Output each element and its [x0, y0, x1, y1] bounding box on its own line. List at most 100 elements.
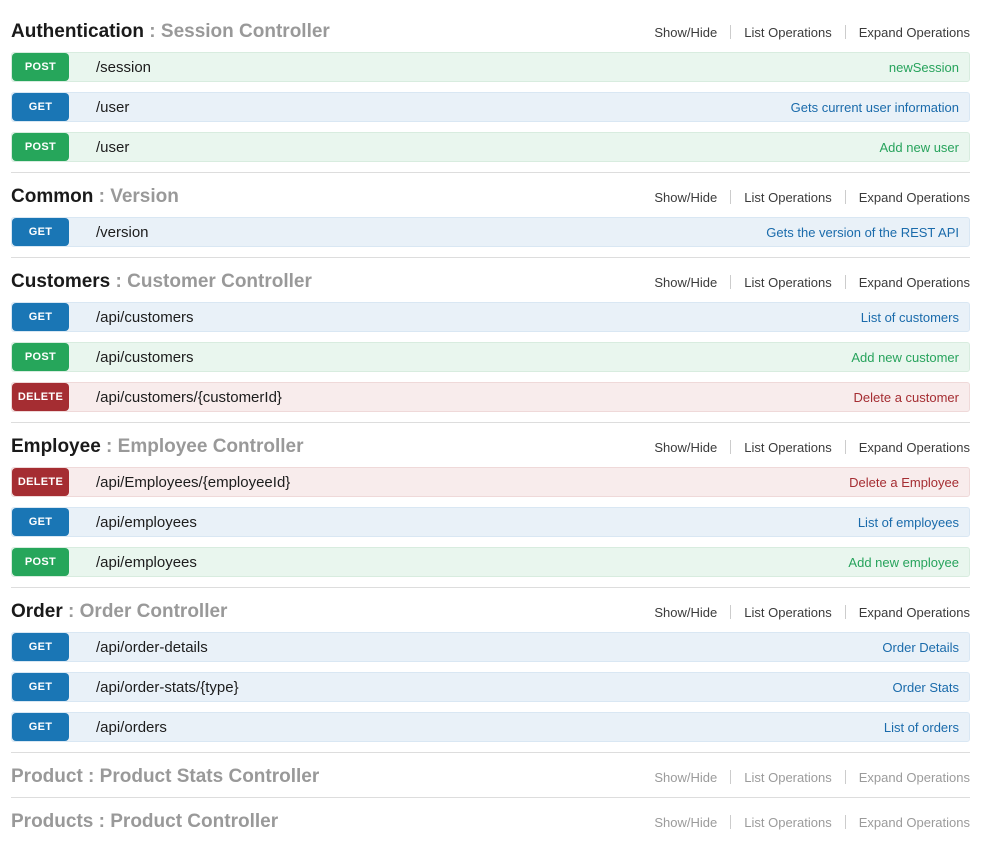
- list-operations-link[interactable]: List Operations: [744, 769, 832, 785]
- endpoint-row[interactable]: GET /api/order-details Order Details: [11, 632, 970, 662]
- api-sections: Authentication : Session Controller Show…: [11, 0, 970, 866]
- show-hide-link[interactable]: Show/Hide: [654, 189, 718, 205]
- expand-operations-link[interactable]: Expand Operations: [858, 439, 970, 455]
- method-badge: DELETE: [12, 468, 69, 496]
- controls-divider: [844, 605, 846, 619]
- section-name: Products: [11, 811, 94, 832]
- controls-divider: [730, 440, 732, 454]
- endpoint-list: DELETE /api/Employees/{employeeId} Delet…: [11, 467, 970, 577]
- expand-operations-link[interactable]: Expand Operations: [858, 24, 970, 40]
- controls-divider: [730, 190, 732, 204]
- list-operations-link[interactable]: List Operations: [744, 439, 832, 455]
- section-title: Order : Order Controller: [11, 601, 227, 623]
- section-controller: Customer Controller: [127, 271, 312, 292]
- show-hide-link[interactable]: Show/Hide: [654, 604, 718, 620]
- list-operations-link[interactable]: List Operations: [744, 24, 832, 40]
- endpoint-path: /user: [96, 138, 130, 156]
- endpoint-row[interactable]: POST /user Add new user: [11, 132, 970, 162]
- endpoint-path: /session: [96, 58, 152, 76]
- section-header: Product : Product Stats Controller Show/…: [11, 753, 970, 797]
- show-hide-link[interactable]: Show/Hide: [654, 769, 718, 785]
- endpoint-path: /api/Employees/{employeeId}: [96, 473, 291, 491]
- endpoint-summary-link[interactable]: Add new customer: [851, 349, 959, 365]
- endpoint-row[interactable]: GET /api/customers List of customers: [11, 302, 970, 332]
- section-controls: Show/Hide List Operations Expand Operation…: [654, 815, 970, 830]
- endpoint-row[interactable]: DELETE /api/Employees/{employeeId} Delet…: [11, 467, 970, 497]
- endpoint-summary-link[interactable]: Delete a Employee: [849, 474, 959, 490]
- endpoint-summary-link[interactable]: Delete a customer: [853, 389, 960, 405]
- section-title-separator: :: [82, 766, 100, 787]
- endpoint-row[interactable]: POST /api/employees Add new employee: [11, 547, 970, 577]
- endpoint-summary-link[interactable]: Add new user: [879, 139, 960, 155]
- list-operations-link[interactable]: List Operations: [744, 604, 832, 620]
- method-badge: POST: [12, 548, 69, 576]
- show-hide-link[interactable]: Show/Hide: [654, 814, 718, 830]
- method-badge: DELETE: [12, 383, 69, 411]
- api-section-employee: Employee : Employee Controller Show/Hide…: [11, 422, 970, 577]
- expand-operations-link[interactable]: Expand Operations: [858, 814, 970, 830]
- endpoint-list: POST /session newSession GET /user Gets …: [11, 52, 970, 162]
- expand-operations-link[interactable]: Expand Operations: [858, 274, 970, 290]
- section-header: Customers : Customer Controller Show/Hid…: [11, 258, 970, 302]
- expand-operations-link[interactable]: Expand Operations: [858, 769, 970, 785]
- section-title: Products : Product Controller: [11, 811, 278, 833]
- section-controller: Product Controller: [110, 811, 279, 832]
- section-name: Customers: [11, 271, 111, 292]
- section-header: Employee : Employee Controller Show/Hide…: [11, 423, 970, 467]
- section-controller: Version: [110, 186, 179, 207]
- endpoint-summary-link[interactable]: Add new employee: [848, 554, 959, 570]
- show-hide-link[interactable]: Show/Hide: [654, 274, 718, 290]
- endpoint-summary-link[interactable]: Gets current user information: [790, 99, 959, 115]
- api-section-product: Product : Product Stats Controller Show/…: [11, 752, 970, 797]
- controls-divider: [730, 815, 732, 829]
- section-title-separator: :: [93, 811, 111, 832]
- endpoint-row[interactable]: GET /api/order-stats/{type} Order Stats: [11, 672, 970, 702]
- api-section-products: Products : Product Controller Show/Hide L…: [11, 797, 970, 842]
- endpoint-summary-link[interactable]: List of orders: [883, 719, 959, 735]
- endpoint-row[interactable]: POST /session newSession: [11, 52, 970, 82]
- section-controls: Show/Hide List Operations Expand Operation…: [654, 275, 970, 290]
- endpoint-row[interactable]: DELETE /api/customers/{customerId} Delet…: [11, 382, 970, 412]
- section-header: Products : Product Controller Show/Hide L…: [11, 798, 970, 842]
- section-controls: Show/Hide List Operations Expand Operation…: [654, 440, 970, 455]
- method-badge: GET: [12, 508, 69, 536]
- list-operations-link[interactable]: List Operations: [744, 814, 832, 830]
- endpoint-summary-link[interactable]: List of employees: [857, 514, 959, 530]
- endpoint-path: /api/customers/{customerId}: [96, 388, 282, 406]
- endpoint-row[interactable]: POST /api/customers Add new customer: [11, 342, 970, 372]
- section-controller: Product Stats Controller: [99, 766, 320, 787]
- section-controller: Employee Controller: [117, 436, 304, 457]
- endpoint-row[interactable]: GET /user Gets current user information: [11, 92, 970, 122]
- endpoint-path: /api/employees: [96, 553, 197, 571]
- section-name: Product: [11, 766, 83, 787]
- endpoint-summary-link[interactable]: List of customers: [860, 309, 959, 325]
- show-hide-link[interactable]: Show/Hide: [654, 439, 718, 455]
- controls-divider: [730, 275, 732, 289]
- api-section-authentication: Authentication : Session Controller Show…: [11, 8, 970, 162]
- endpoint-summary-link[interactable]: Gets the version of the REST API: [766, 224, 959, 240]
- expand-operations-link[interactable]: Expand Operations: [858, 604, 970, 620]
- method-badge: GET: [12, 633, 69, 661]
- endpoint-summary-link[interactable]: newSession: [888, 59, 959, 75]
- show-hide-link[interactable]: Show/Hide: [654, 24, 718, 40]
- section-title-separator: :: [62, 601, 80, 622]
- endpoint-summary-link[interactable]: Order Details: [882, 639, 959, 655]
- method-badge: POST: [12, 343, 69, 371]
- endpoint-row[interactable]: GET /version Gets the version of the RES…: [11, 217, 970, 247]
- list-operations-link[interactable]: List Operations: [744, 274, 832, 290]
- endpoint-summary-link[interactable]: Order Stats: [892, 679, 959, 695]
- endpoint-list: GET /version Gets the version of the RES…: [11, 217, 970, 247]
- method-badge: GET: [12, 218, 69, 246]
- section-controls: Show/Hide List Operations Expand Operation…: [654, 190, 970, 205]
- endpoint-row[interactable]: GET /api/employees List of employees: [11, 507, 970, 537]
- controls-divider: [844, 190, 846, 204]
- expand-operations-link[interactable]: Expand Operations: [858, 189, 970, 205]
- section-title-separator: :: [144, 21, 161, 42]
- section-controls: Show/Hide List Operations Expand Operation…: [654, 25, 970, 40]
- endpoint-row[interactable]: GET /api/orders List of orders: [11, 712, 970, 742]
- list-operations-link[interactable]: List Operations: [744, 189, 832, 205]
- section-controller: Order Controller: [79, 601, 228, 622]
- section-name: Authentication: [11, 21, 144, 42]
- section-title: Customers : Customer Controller: [11, 271, 312, 293]
- controls-divider: [844, 275, 846, 289]
